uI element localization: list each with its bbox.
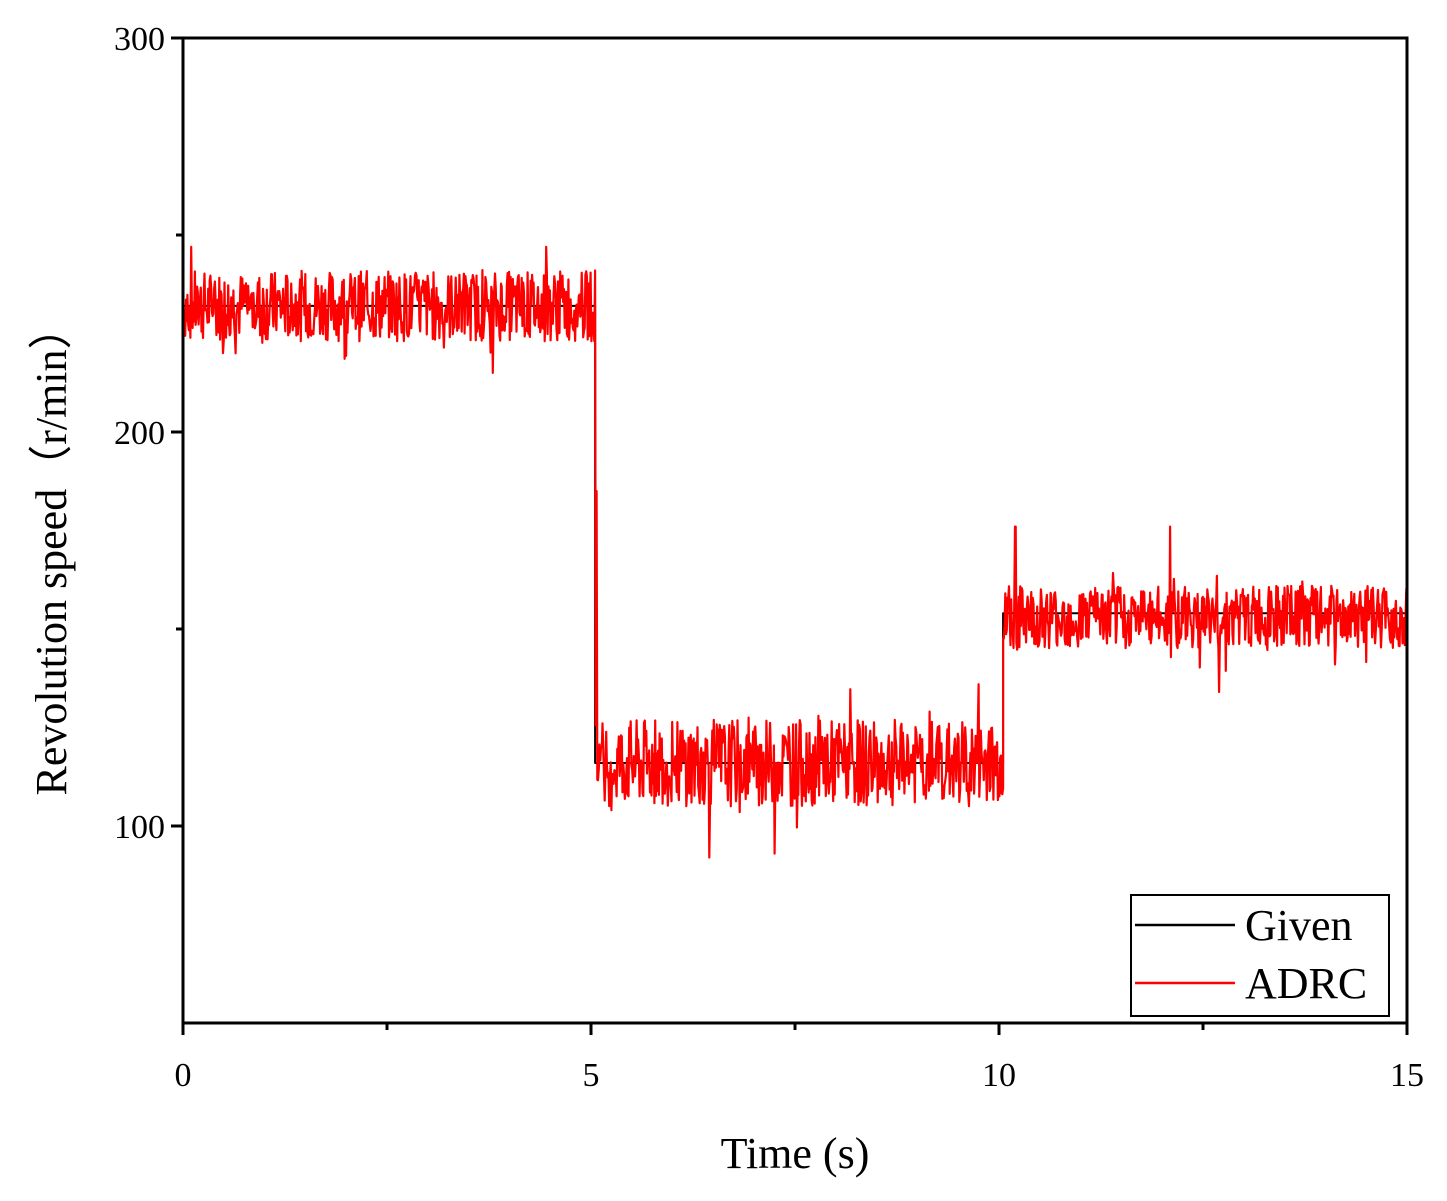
x-tick-label: 10 [982,1057,1016,1094]
y-axis-ticks: 100 200 300 [114,21,183,846]
x-axis-title: Time (s) [721,1129,870,1178]
series-line-adrc [181,245,1409,859]
x-tick-label: 15 [1390,1057,1424,1094]
legend-label: Given [1245,901,1353,950]
legend: Given ADRC [1130,894,1390,1017]
x-tick-label: 5 [583,1057,600,1094]
y-axis-title: Revolution speed（r/min） [27,305,76,795]
y-tick-label: 200 [114,415,165,452]
plot-frame [181,36,1409,1025]
x-axis-ticks: 0 5 10 15 [175,1023,1424,1094]
y-tick-label: 100 [114,809,165,846]
series-layer [181,245,1409,859]
x-tick-label: 0 [175,1057,192,1094]
y-tick-label: 300 [114,21,165,58]
legend-label: ADRC [1245,959,1367,1008]
legend-box [1130,894,1390,1017]
series-line-given [183,304,1407,764]
